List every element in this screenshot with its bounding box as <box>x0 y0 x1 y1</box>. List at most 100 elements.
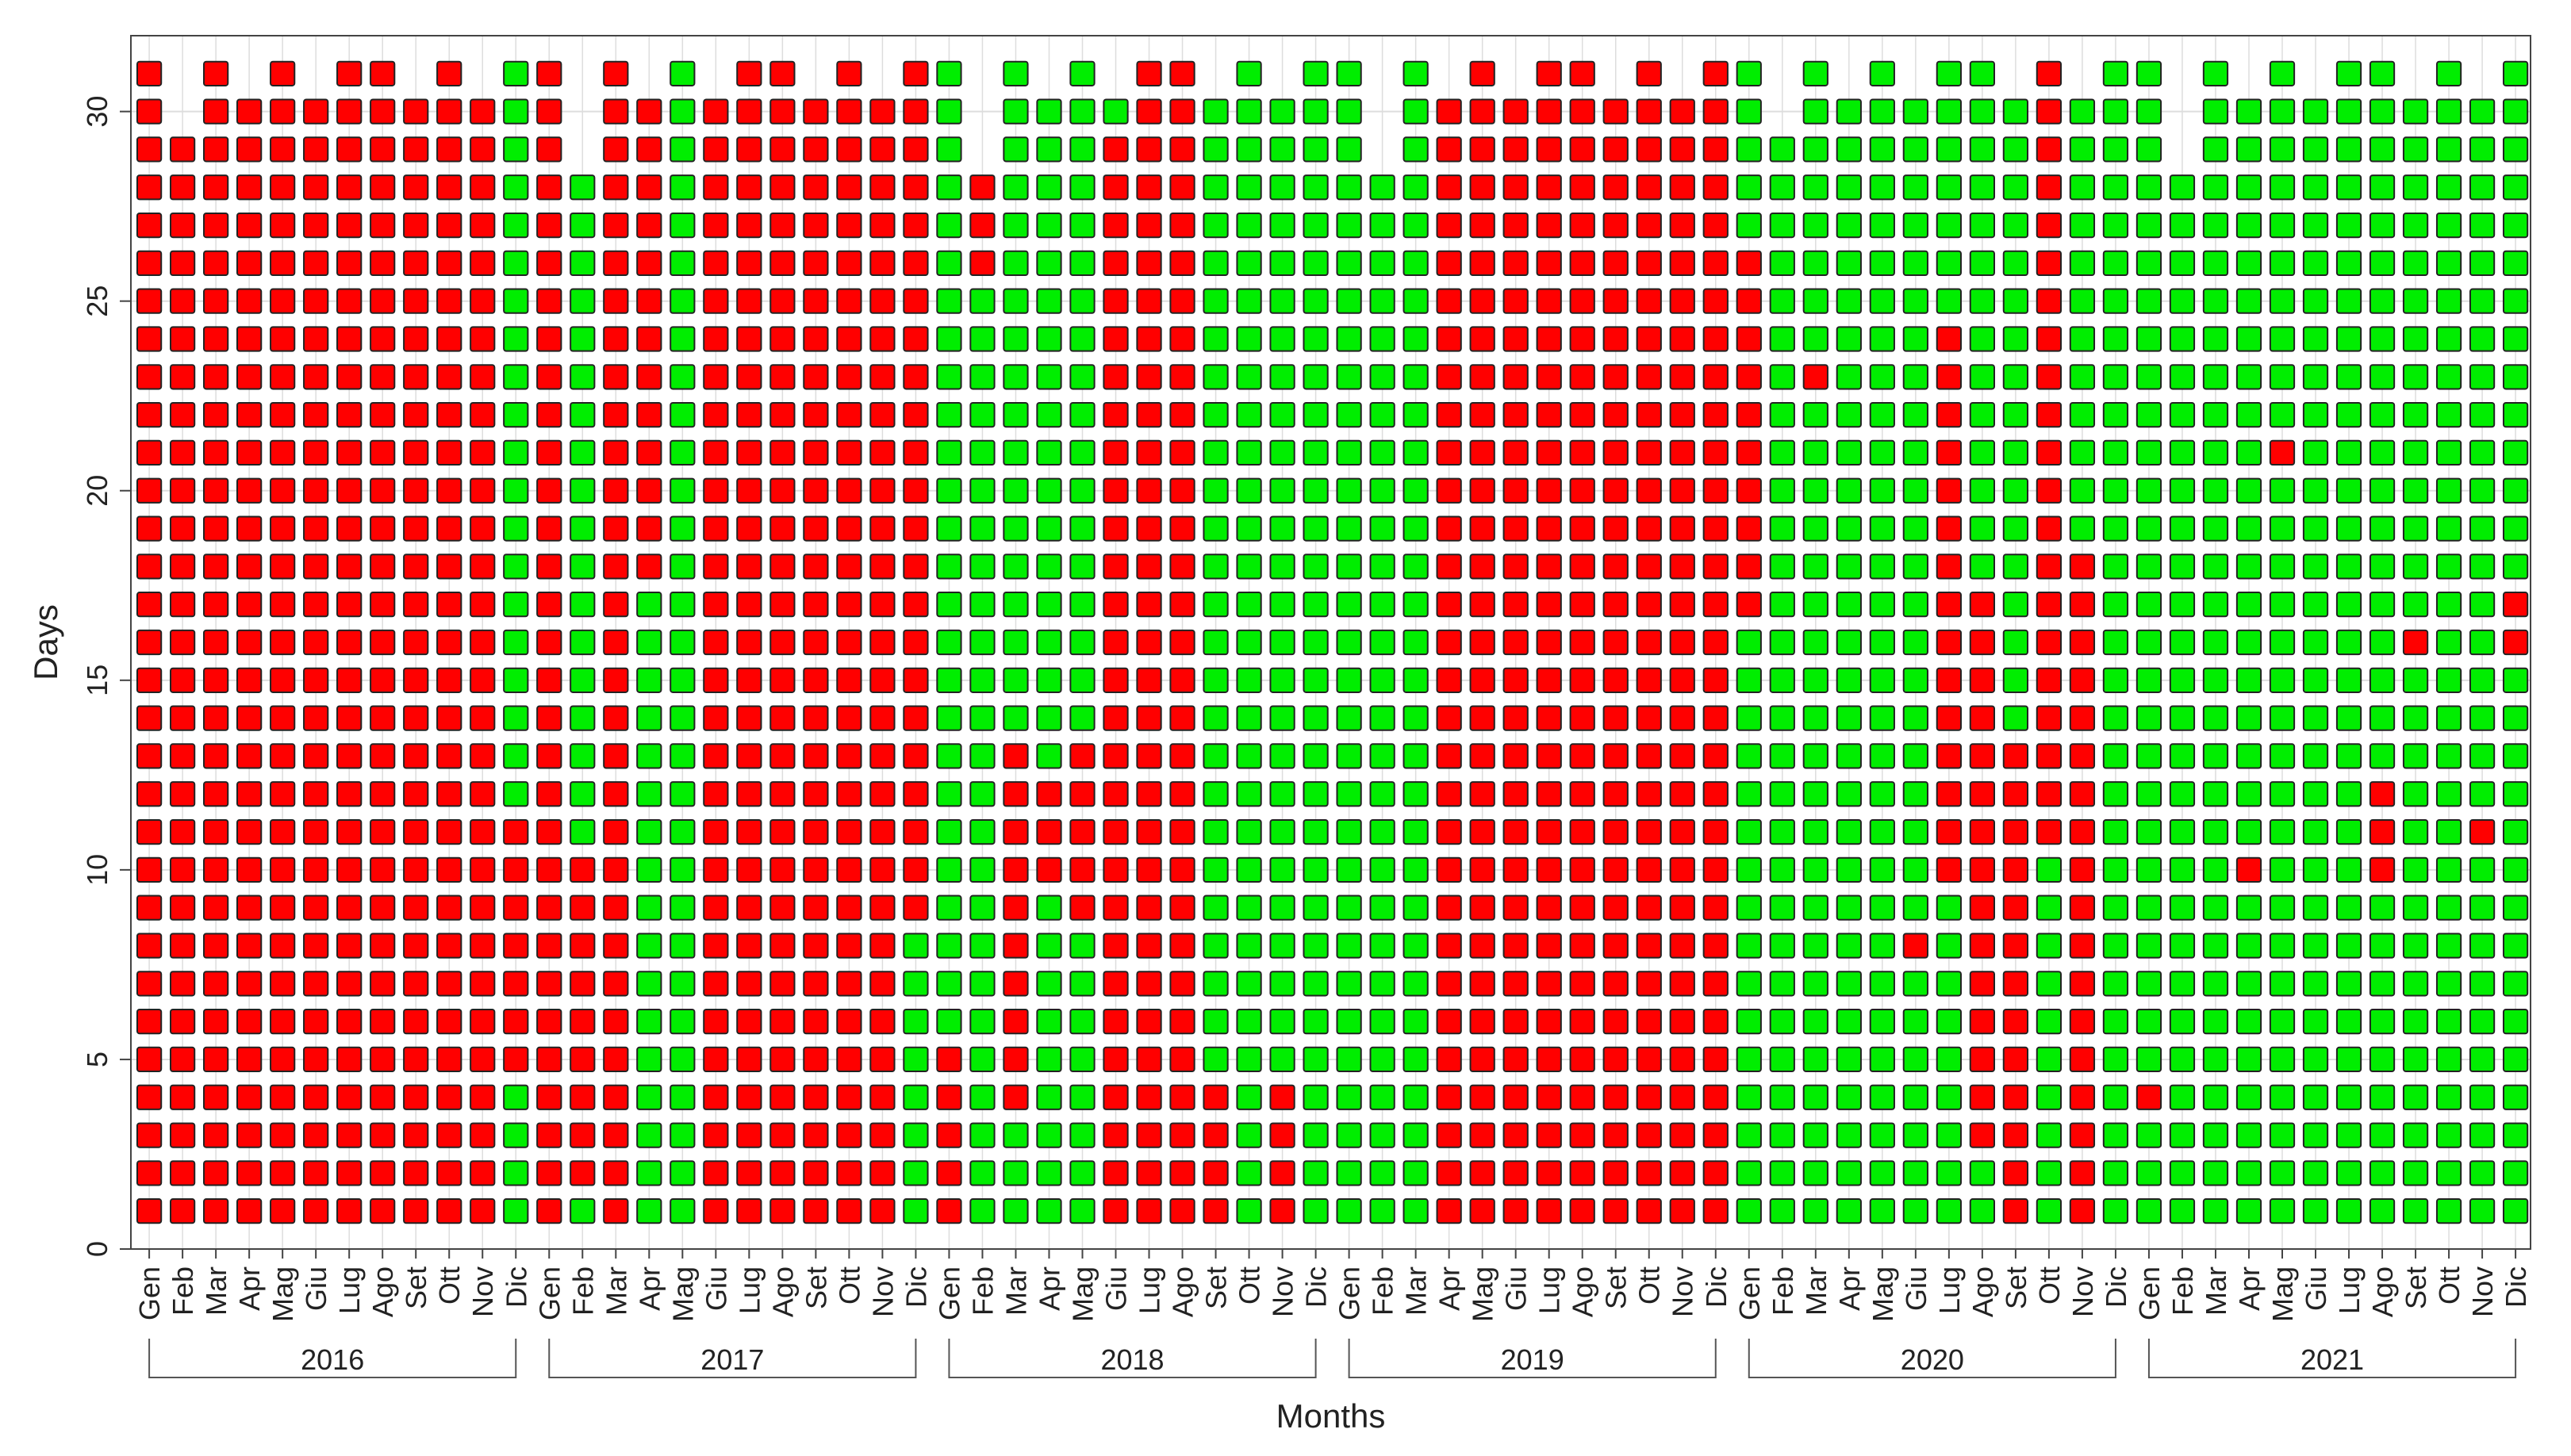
cell-red <box>536 554 562 580</box>
cell-green <box>1269 554 1295 580</box>
cell-red <box>336 1122 363 1148</box>
cell-red <box>303 705 329 731</box>
cell-green <box>2302 1046 2329 1073</box>
cell-green <box>969 781 996 807</box>
cell-red <box>1702 971 1729 997</box>
cell-red <box>203 1122 229 1148</box>
cell-red <box>703 554 729 580</box>
cell-red <box>1669 1160 1695 1186</box>
cell-green <box>1836 629 1862 656</box>
cell-red <box>336 1160 363 1186</box>
cell-red <box>1569 98 1595 125</box>
cell-red <box>803 1046 829 1073</box>
cell-green <box>2302 818 2329 845</box>
cell-green <box>2302 856 2329 883</box>
cell-green <box>636 1160 662 1186</box>
cell-red <box>2002 1009 2029 1035</box>
cell-red <box>470 933 496 959</box>
cell-green <box>2235 933 2262 959</box>
cell-green <box>1303 402 1329 428</box>
cell-green <box>2169 1084 2196 1110</box>
x-tick-label: Ott <box>1633 1266 1666 1305</box>
cell-green <box>1902 705 1928 731</box>
cell-green <box>1336 60 1362 86</box>
cell-green <box>969 592 996 618</box>
x-tick-label: Ott <box>833 1266 865 1305</box>
cell-green <box>1369 667 1395 693</box>
cell-red <box>303 515 329 542</box>
cell-green <box>1203 1009 1229 1035</box>
cell-red <box>1536 364 1562 390</box>
cell-green <box>2502 667 2529 693</box>
cell-red <box>236 1160 263 1186</box>
cell-green <box>2369 971 2396 997</box>
cell-red <box>603 781 629 807</box>
cell-red <box>1536 781 1562 807</box>
cell-green <box>2169 856 2196 883</box>
cell-red <box>703 895 729 921</box>
cell-red <box>1103 212 1129 239</box>
cell-red <box>1969 1009 1995 1035</box>
cell-green <box>2435 60 2462 86</box>
cell-green <box>2235 781 2262 807</box>
cell-green <box>1236 629 1262 656</box>
cell-green <box>670 212 696 239</box>
cell-green <box>2102 515 2129 542</box>
cell-green <box>2069 439 2096 466</box>
cell-red <box>403 174 429 201</box>
cell-green <box>1902 1160 1928 1186</box>
cell-red <box>436 667 462 693</box>
cell-red <box>769 629 796 656</box>
cell-red <box>1502 250 1529 276</box>
cell-green <box>1802 781 1828 807</box>
cell-red <box>1469 743 1495 769</box>
cell-red <box>1569 1160 1595 1186</box>
cell-red <box>1569 288 1595 314</box>
cell-red <box>769 98 796 125</box>
cell-green <box>2235 212 2262 239</box>
cell-red <box>1636 1160 1662 1186</box>
cell-green <box>570 592 596 618</box>
cell-green <box>2435 629 2462 656</box>
cell-red <box>769 1084 796 1110</box>
cell-green <box>2069 477 2096 504</box>
cell-red <box>1036 856 1062 883</box>
cell-red <box>403 1084 429 1110</box>
cell-red <box>1502 781 1529 807</box>
cell-red <box>536 1009 562 1035</box>
cell-red <box>1702 592 1729 618</box>
cell-green <box>1802 174 1828 201</box>
cell-red <box>836 477 862 504</box>
cell-red <box>1936 326 1962 352</box>
cell-green <box>1802 971 1828 997</box>
cell-green <box>2335 705 2362 731</box>
cell-red <box>236 98 263 125</box>
cell-red <box>603 933 629 959</box>
cell-red <box>1936 554 1962 580</box>
cell-red <box>1569 743 1595 769</box>
cell-red <box>170 1198 196 1224</box>
cell-red <box>570 1160 596 1186</box>
cell-green <box>2435 743 2462 769</box>
cell-green <box>1769 933 1795 959</box>
cell-green <box>670 554 696 580</box>
cell-green <box>570 554 596 580</box>
cell-green <box>503 1122 529 1148</box>
cell-red <box>1169 933 1195 959</box>
x-tick-label: Apr <box>1033 1266 1065 1311</box>
cell-green <box>670 629 696 656</box>
cell-green <box>1303 326 1329 352</box>
y-tick-label: 15 <box>81 665 113 696</box>
cell-green <box>1369 971 1395 997</box>
cell-green <box>2036 1084 2063 1110</box>
cell-green <box>2202 98 2229 125</box>
cell-red <box>2036 592 2063 618</box>
cell-red <box>769 402 796 428</box>
cell-green <box>2369 402 2396 428</box>
cell-green <box>1802 515 1828 542</box>
cell-red <box>536 743 562 769</box>
cell-red <box>1103 818 1129 845</box>
cell-red <box>370 364 396 390</box>
cell-green <box>636 1009 662 1035</box>
cell-green <box>2202 136 2229 163</box>
